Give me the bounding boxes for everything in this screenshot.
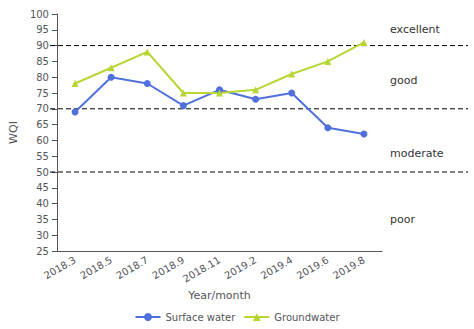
svg-text:poor: poor	[390, 213, 415, 226]
svg-text:2019.2: 2019.2	[223, 254, 259, 281]
svg-text:85: 85	[36, 56, 49, 67]
svg-text:Surface water: Surface water	[165, 312, 236, 323]
svg-text:2018.11: 2018.11	[181, 254, 222, 284]
svg-text:Year/month: Year/month	[187, 289, 251, 302]
svg-text:35: 35	[36, 214, 49, 225]
svg-text:55: 55	[36, 151, 49, 162]
svg-text:good: good	[390, 74, 417, 87]
svg-text:75: 75	[36, 88, 49, 99]
svg-text:WQI: WQI	[7, 121, 20, 144]
svg-text:95: 95	[36, 24, 49, 35]
svg-text:25: 25	[36, 246, 49, 257]
svg-text:80: 80	[36, 72, 49, 83]
svg-text:excellent: excellent	[390, 23, 441, 36]
svg-text:60: 60	[36, 135, 49, 146]
svg-text:2019.4: 2019.4	[259, 254, 295, 281]
svg-text:30: 30	[36, 230, 49, 241]
svg-text:2018.3: 2018.3	[42, 254, 78, 281]
svg-text:2019.6: 2019.6	[295, 254, 331, 281]
svg-text:2018.7: 2018.7	[114, 254, 150, 281]
svg-text:2018.9: 2018.9	[150, 254, 186, 281]
svg-text:90: 90	[36, 40, 49, 51]
svg-text:50: 50	[36, 167, 49, 178]
svg-text:70: 70	[36, 103, 49, 114]
svg-text:45: 45	[36, 182, 49, 193]
svg-text:65: 65	[36, 119, 49, 130]
svg-text:2019.8: 2019.8	[331, 254, 367, 281]
svg-text:2018.5: 2018.5	[78, 254, 114, 281]
svg-text:100: 100	[30, 9, 49, 20]
svg-text:moderate: moderate	[390, 147, 444, 160]
svg-text:40: 40	[36, 198, 49, 209]
svg-text:Groundwater: Groundwater	[274, 312, 340, 323]
